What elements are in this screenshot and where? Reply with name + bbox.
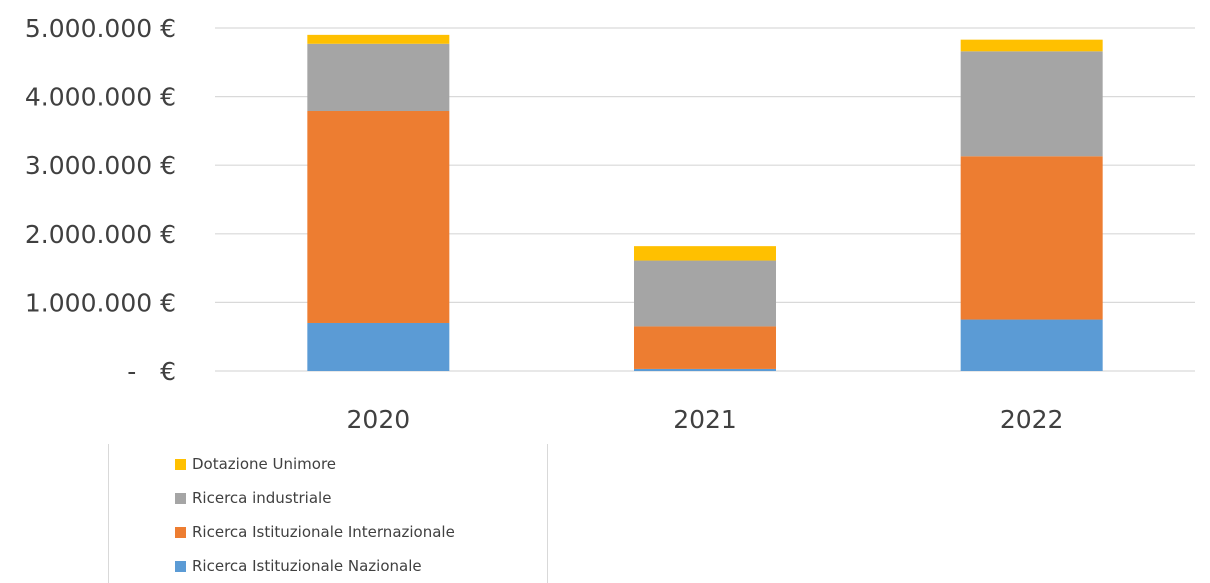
bar-segment-2022-ricerca-istituzionale-nazionale [960,319,1103,371]
x-tick-label: 2022 [1000,405,1064,434]
y-tick-label: 4.000.000 € [25,83,176,112]
bar-segment-2020-ricerca-istituzionale-internazionale [307,111,450,323]
legend-swatch [175,560,186,572]
legend-item: Ricerca Istituzionale Internazionale [175,523,455,541]
x-axis-ticks: 2020 2021 2022 [347,405,1064,434]
bar-segment-2022-dotazione-unimore [960,39,1103,52]
legend-swatch [175,458,186,470]
bar-segment-2021-ricerca-istituzionale-nazionale [634,368,776,371]
legend-label: Dotazione Unimore [192,455,337,473]
bars [307,34,1103,371]
legend-item: Ricerca industriale [175,489,331,507]
y-tick-label: 3.000.000 € [25,151,176,180]
bar-segment-2020-ricerca-istituzionale-nazionale [307,322,450,371]
legend-item: Ricerca Istituzionale Nazionale [175,557,422,575]
bar-segment-2020-dotazione-unimore [307,34,450,44]
bar-segment-2021-ricerca-istituzionale-internazionale [634,326,776,369]
x-tick-label: 2020 [347,405,411,434]
y-axis-ticks: - € 1.000.000 € 2.000.000 € 3.000.000 € 4.00… [25,14,176,386]
bar-segment-2021-dotazione-unimore [634,246,776,261]
legend-label: Ricerca Istituzionale Nazionale [192,557,422,575]
bar-segment-2022-ricerca-industriale [960,51,1103,157]
stacked-bar-chart: - € 1.000.000 € 2.000.000 € 3.000.000 € 4.00… [25,14,1195,434]
x-tick-label: 2021 [673,405,737,434]
bar-segment-2022-ricerca-istituzionale-internazionale [960,156,1103,320]
legend-label: Ricerca Istituzionale Internazionale [192,523,455,541]
legend-swatch [175,526,186,538]
y-tick-label: 2.000.000 € [25,220,176,249]
legend-item: Dotazione Unimore [175,455,336,473]
y-tick-label: 1.000.000 € [25,288,176,317]
bar-segment-2020-ricerca-industriale [307,43,450,112]
y-tick-label: - € [127,357,176,386]
legend: Dotazione Unimore Ricerca industriale Rice… [108,444,548,583]
y-tick-label: 5.000.000 € [25,14,176,43]
legend-label: Ricerca industriale [192,489,332,507]
bar-segment-2021-ricerca-industriale [634,260,776,327]
legend-swatch [175,492,186,504]
